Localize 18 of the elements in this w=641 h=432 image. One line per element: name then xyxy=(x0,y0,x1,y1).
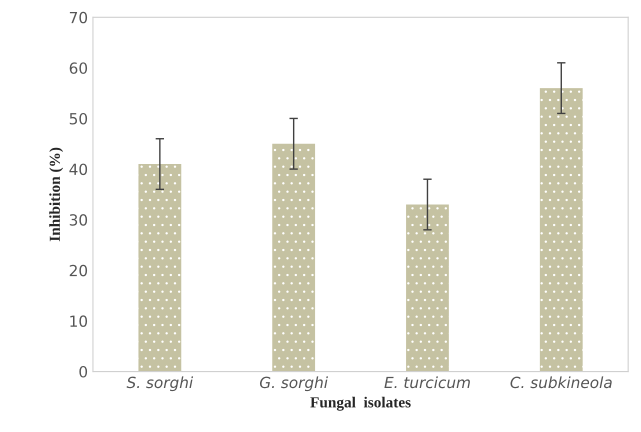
y-tick-label: 40 xyxy=(69,164,88,176)
x-tick-label: S. sorghi xyxy=(126,376,194,392)
bar xyxy=(272,144,316,372)
bar xyxy=(540,88,583,372)
bar xyxy=(138,164,182,372)
bar xyxy=(406,204,449,372)
y-tick-label: 50 xyxy=(70,112,88,125)
y-tick-label: 70 xyxy=(70,12,88,24)
y-axis-title: Inhibition (%) xyxy=(49,148,64,242)
y-tick-label: 20 xyxy=(70,264,88,276)
x-tick-label: G. sorghi xyxy=(260,376,328,392)
y-tick-label: 30 xyxy=(70,214,88,226)
y-tick-label: 10 xyxy=(70,315,88,327)
x-tick-label: C. subkineola xyxy=(510,376,612,388)
y-tick-label: 0 xyxy=(79,366,88,378)
y-tick-label: 60 xyxy=(70,62,88,74)
x-axis-title: Fungal isolates xyxy=(310,396,411,411)
x-tick-label: E. turcicum xyxy=(384,376,470,388)
